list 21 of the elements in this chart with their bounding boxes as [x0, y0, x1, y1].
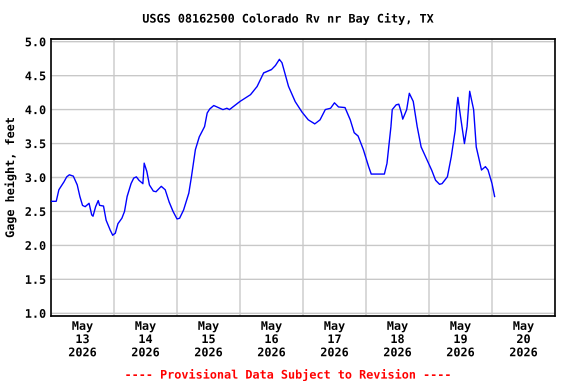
- y-tick-label: 4.5: [25, 72, 46, 80]
- x-tick-label: May 15 2026: [194, 321, 222, 356]
- chart-title: USGS 08162500 Colorado Rv nr Bay City, TX: [142, 12, 434, 26]
- y-tick-label: 3.0: [26, 173, 46, 182]
- y-tick-label: 3.5: [26, 139, 46, 148]
- x-tick-label: May 18 2026: [384, 321, 412, 356]
- y-tick-label: 1.5: [26, 275, 46, 284]
- text: ---- Provisional Data Subject to Revision ----: [126, 368, 450, 382]
- y-tick-label: 1.0: [26, 309, 46, 318]
- y-tick-label: 2.0: [25, 241, 46, 250]
- x-tick-label: May 13 2026: [68, 321, 96, 356]
- line-series: [51, 58, 496, 236]
- x-tick-label: May 20 2026: [510, 321, 538, 356]
- x-tick-label: May 19 2026: [446, 321, 474, 356]
- y-tick-label: 5.0: [26, 37, 46, 46]
- y-tick-label: 4.0: [25, 105, 46, 114]
- x-tick-label: May 16 2026: [258, 321, 286, 356]
- y-axis-title: Gage height, feet: [4, 118, 16, 238]
- y-tick-label: 2.5: [25, 207, 46, 216]
- x-tick-label: May 17 2026: [320, 321, 348, 356]
- x-tick-label: May 14 2026: [132, 321, 160, 356]
